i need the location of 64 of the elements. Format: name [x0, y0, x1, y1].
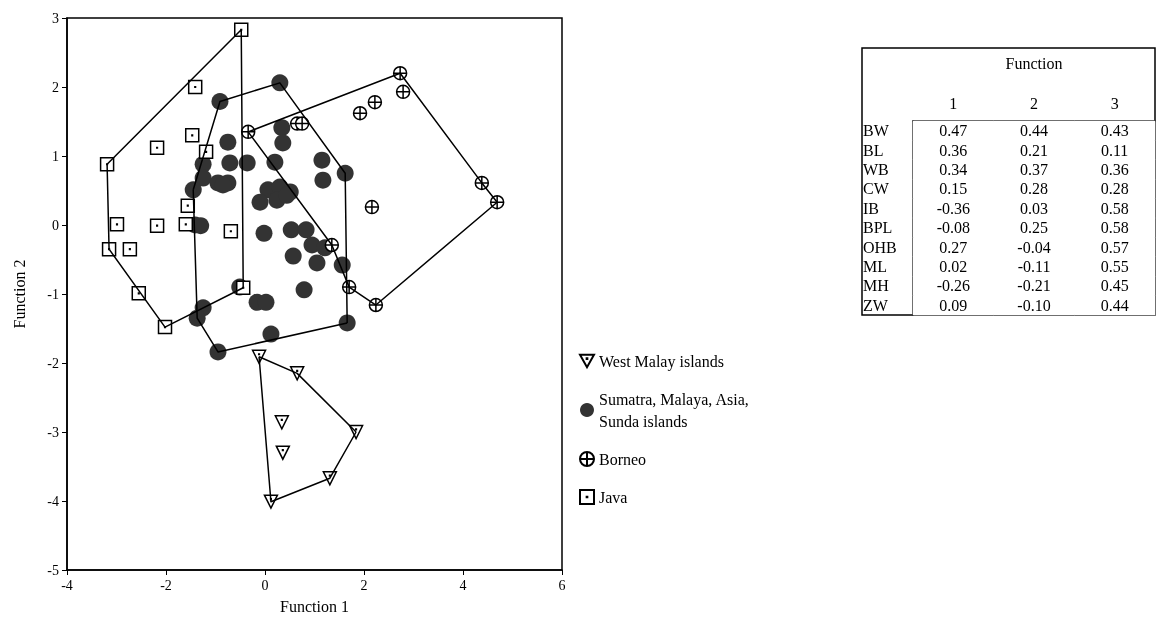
x-tick-label: 1 [949, 94, 958, 112]
data-label: 0.37 [1020, 161, 1048, 178]
data-label: 0.34 [939, 161, 968, 178]
y-tick-label: BPL [863, 219, 893, 237]
data-label: -0.26 [936, 277, 970, 295]
data-label: -0.36 [936, 199, 970, 217]
y-tick-label: 1 [52, 148, 59, 164]
x-tick-label: 4 [459, 577, 467, 593]
data-label: 0.43 [1100, 122, 1129, 140]
data-label: 0.28 [1100, 180, 1129, 198]
y-axis-title: Function 2 [10, 259, 28, 329]
data-label: 0.03 [1020, 199, 1048, 217]
y-tick-label: 2 [52, 79, 59, 95]
data-label: 0.55 [1100, 258, 1129, 275]
data-label: -0.10 [1017, 296, 1051, 314]
data-label: -0.08 [936, 219, 970, 237]
y-tick-label: -5 [47, 562, 59, 578]
y-tick-label: BL [863, 141, 884, 159]
data-label: 0.25 [1020, 219, 1048, 237]
data-label: 0.15 [939, 180, 968, 198]
y-tick-label: -3 [47, 424, 59, 440]
data-label: 0.21 [1020, 141, 1048, 159]
data-label: 0.02 [939, 258, 968, 275]
data-label: -0.21 [1017, 277, 1051, 295]
x-axis-title: Function 1 [280, 597, 349, 615]
data-label: 0.45 [1100, 277, 1129, 295]
x-tick-label: 0 [261, 577, 269, 593]
data-label: 0.44 [1100, 296, 1129, 314]
data-label: -0.11 [1017, 258, 1051, 275]
y-tick-label: ZW [863, 296, 889, 314]
y-tick-label: 3 [52, 10, 59, 26]
y-tick-label: OHB [863, 238, 897, 256]
y-tick-label: WB [863, 161, 889, 178]
data-label: 0.44 [1020, 122, 1048, 140]
data-label: 0.28 [1020, 180, 1048, 198]
data-label: 0.27 [939, 238, 968, 256]
data-label: 0.36 [1100, 161, 1129, 178]
data-label: 0.58 [1100, 219, 1129, 237]
data-label: 0.11 [1100, 141, 1129, 159]
data-label: 0.57 [1100, 238, 1129, 256]
legend-label: West Malay islands [599, 352, 724, 371]
data-label: -0.04 [1017, 238, 1051, 256]
x-tick-label: 6 [558, 577, 566, 593]
legend-label: Sumatra, Malaya, Asia, Sunda islands [599, 390, 753, 430]
x-tick-label: 2 [1030, 94, 1038, 112]
y-tick-label: -4 [47, 493, 59, 509]
x-tick-label: 3 [1110, 94, 1119, 112]
x-tick-label: -2 [160, 577, 172, 593]
legend-label: Borneo [599, 450, 647, 468]
data-label: 0.47 [939, 122, 968, 140]
y-tick-label: ML [863, 258, 887, 275]
x-axis-title: Function [1005, 54, 1063, 72]
y-tick-label: CW [863, 180, 890, 198]
data-label: 0.36 [939, 141, 968, 159]
y-tick-label: -2 [47, 355, 59, 371]
data-label: 0.58 [1100, 199, 1129, 217]
y-tick-label: -1 [47, 286, 59, 302]
y-tick-label: MH [863, 277, 890, 295]
data-label: 0.09 [939, 296, 968, 314]
y-tick-label: IB [863, 199, 879, 217]
legend-label: Java [599, 488, 628, 506]
y-tick-label: 0 [52, 217, 59, 233]
y-tick-label: BW [863, 122, 890, 140]
x-tick-label: 2 [360, 577, 368, 593]
